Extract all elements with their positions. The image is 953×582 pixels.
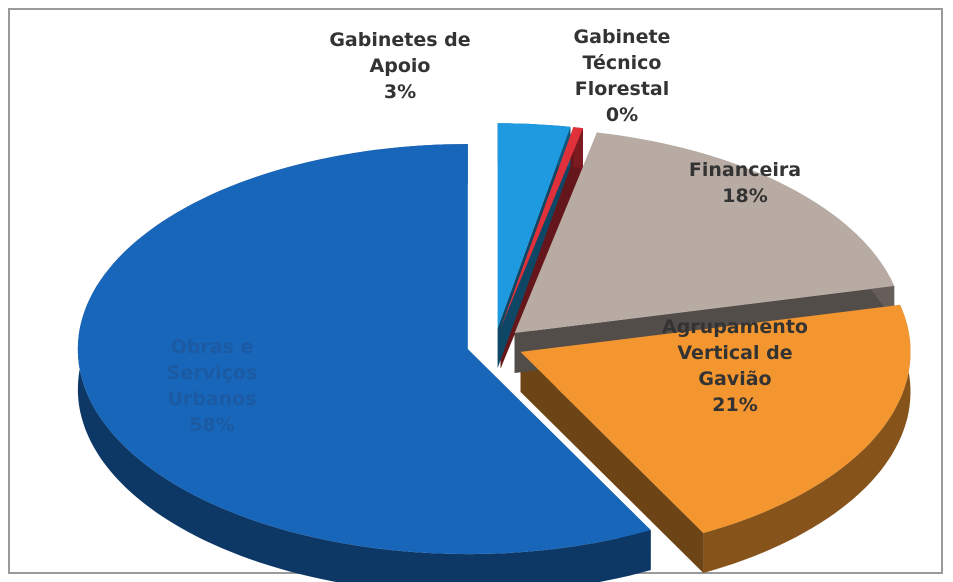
slice [497,123,571,329]
category-label: Agrupamento Vertical de Gavião [662,316,808,390]
category-label: Gabinetes de Apoio [329,29,471,77]
slice [500,127,583,329]
slice-side [703,304,911,573]
data-label: Agrupamento Vertical de Gavião 21% [640,314,830,418]
value-label: 18% [722,185,768,207]
value-label: 21% [712,394,758,416]
slice [514,132,895,333]
category-label: Obras e Serviços Urbanos [166,336,258,410]
data-label: Gabinete Técnico Florestal 0% [557,24,687,128]
value-label: 0% [605,104,639,126]
category-label: Gabinete Técnico Florestal [573,26,671,100]
data-label: Obras e Serviços Urbanos 58% [157,334,267,438]
value-label: 3% [383,81,417,103]
data-label: Financeira 18% [675,157,815,209]
slice [77,144,651,555]
slice [520,304,911,533]
slice-wall [520,351,704,573]
category-label: Financeira [688,159,802,181]
data-label: Gabinetes de Apoio 3% [315,27,485,105]
value-label: 58% [189,414,235,436]
